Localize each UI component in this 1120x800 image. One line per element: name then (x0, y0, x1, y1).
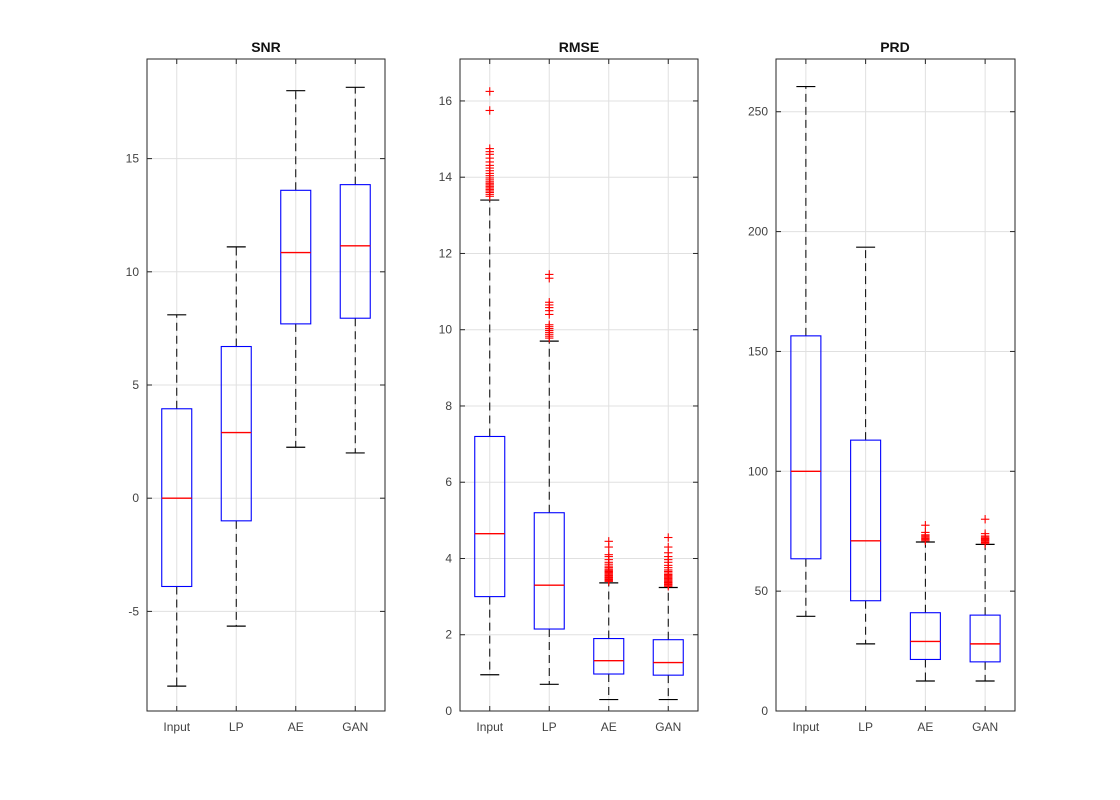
outlier-marker (921, 521, 930, 530)
x-tick-label: Input (163, 720, 190, 734)
y-tick-label: 10 (439, 323, 453, 337)
outlier-marker (604, 537, 613, 546)
iqr-box (790, 335, 822, 560)
plot-title-snr: SNR (251, 39, 281, 55)
outlier-marker (980, 529, 990, 538)
y-tick-label: 250 (748, 105, 768, 119)
y-tick-label: 50 (755, 584, 769, 598)
x-tick-label: AE (917, 720, 933, 734)
outlier-marker (545, 298, 554, 307)
y-tick-label: 0 (445, 704, 452, 718)
y-tick-label: 150 (748, 344, 768, 358)
y-tick-label: 2 (445, 628, 452, 642)
box-gan (969, 515, 1001, 682)
iqr-box (652, 639, 684, 676)
outlier-marker (664, 533, 673, 542)
outlier-marker (664, 542, 673, 552)
y-tick-label: 15 (126, 152, 140, 166)
axis-box (459, 58, 699, 712)
y-tick-label: 100 (748, 464, 768, 478)
box-lp (220, 246, 252, 627)
iqr-box (969, 614, 1001, 663)
x-tick-label: GAN (342, 720, 368, 734)
outlier-marker (545, 320, 554, 329)
outlier-marker (980, 515, 990, 524)
box-gan (652, 533, 684, 701)
box-input (474, 87, 506, 676)
y-tick-label: 5 (132, 378, 139, 392)
y-tick-label: 0 (761, 704, 768, 718)
x-tick-label: Input (793, 720, 820, 734)
y-tick-label: 6 (445, 475, 452, 489)
outlier-marker (485, 106, 494, 115)
iqr-box (909, 612, 941, 661)
x-tick-label: GAN (655, 720, 681, 734)
box-lp (533, 270, 565, 685)
iqr-box (474, 435, 506, 598)
x-tick-label: GAN (972, 720, 998, 734)
iqr-box (280, 189, 312, 325)
iqr-box (593, 638, 625, 675)
x-tick-label: LP (858, 720, 873, 734)
box-gan (339, 86, 371, 454)
axis-box (775, 58, 1016, 712)
y-tick-label: 0 (132, 491, 139, 505)
iqr-box (533, 512, 565, 630)
y-tick-label: 8 (445, 399, 452, 413)
box-ae (909, 521, 941, 682)
y-tick-label: 14 (439, 170, 453, 184)
outlier-marker (604, 550, 613, 559)
iqr-box (339, 184, 371, 319)
box-input (790, 85, 822, 617)
y-tick-label: 200 (748, 225, 768, 239)
box-lp (850, 246, 882, 645)
plot-prd: 0 50 100 150 200 250 Input LP AE GAN (748, 58, 1016, 734)
outlier-marker (545, 270, 554, 279)
box-ae (593, 537, 625, 701)
plot-title-rmse: RMSE (558, 39, 600, 55)
box-input (161, 314, 193, 687)
iqr-box (850, 439, 882, 602)
y-tick-label: 16 (439, 94, 453, 108)
x-tick-label: Input (476, 720, 503, 734)
y-tick-label: 4 (445, 551, 452, 565)
y-tick-label: -5 (128, 604, 139, 618)
x-tick-label: LP (229, 720, 244, 734)
plot-snr: -5 0 5 10 15 Input LP AE GAN (126, 58, 386, 734)
outlier-marker (485, 144, 494, 153)
plot-title-prd: PRD (880, 39, 910, 55)
plot-rmse: 0 2 4 6 8 10 12 14 16 Input LP AE GAN (439, 58, 699, 734)
y-tick-label: 12 (439, 246, 453, 260)
x-tick-label: LP (542, 720, 557, 734)
box-ae (280, 90, 312, 448)
x-tick-label: AE (288, 720, 304, 734)
outlier-marker (485, 87, 494, 96)
iqr-box (220, 345, 252, 522)
x-tick-label: AE (601, 720, 617, 734)
outlier-marker (921, 528, 930, 537)
y-tick-label: 10 (126, 265, 140, 279)
